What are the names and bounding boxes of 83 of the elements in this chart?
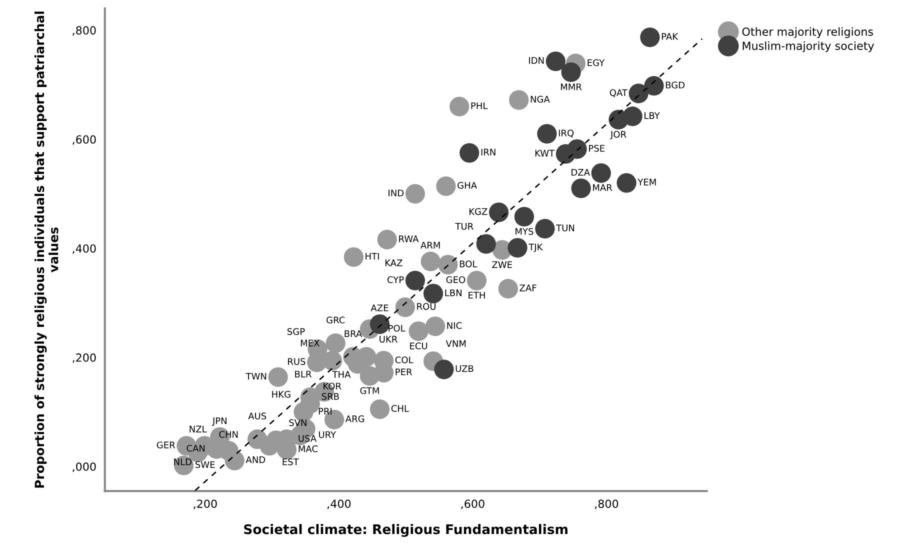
annotation: PHL xyxy=(471,102,488,110)
annotation: PAK xyxy=(662,33,678,40)
annotation: BOL xyxy=(460,260,478,268)
annotation: GER xyxy=(156,442,176,448)
annotation: EGY xyxy=(588,59,605,66)
annotation: SVN xyxy=(289,419,306,426)
annotation: SWE xyxy=(196,461,215,468)
annotation: YEM xyxy=(638,178,656,186)
annotation: MMR xyxy=(560,84,582,90)
annotation: NLD xyxy=(174,458,192,466)
annotation: GTM xyxy=(360,387,379,394)
annotation: ROU xyxy=(417,303,436,310)
x-tick-label: ,200 xyxy=(194,500,217,510)
x-tick-label: ,800 xyxy=(594,500,618,510)
annotation: UKR xyxy=(380,336,398,343)
y-tick-label: ,200 xyxy=(72,353,96,363)
annotation: THA xyxy=(332,371,351,378)
y-tick-label: ,000 xyxy=(72,462,96,472)
annotation: LBN xyxy=(445,290,462,296)
annotation: MAR xyxy=(593,184,612,191)
annotation: POL xyxy=(388,324,406,332)
annotation: ARG xyxy=(345,415,364,422)
annotation: UZB xyxy=(456,365,474,372)
annotation: TWN xyxy=(246,372,266,380)
annotation: ZWE xyxy=(492,261,512,268)
annotation: KGZ xyxy=(469,208,488,215)
x-axis-title: Societal climate: Religious Fundamentalism xyxy=(244,524,568,537)
annotation: QAT xyxy=(610,89,628,98)
annotation: PSE xyxy=(589,144,604,152)
x-tick-label: ,600 xyxy=(461,500,484,510)
annotation: NIC xyxy=(447,322,462,329)
annotation: HKG xyxy=(272,390,290,398)
annotation: MAC xyxy=(298,445,318,452)
annotation: NGA xyxy=(530,96,550,103)
y-tick-label: ,400 xyxy=(72,244,96,254)
y-tick-label: ,600 xyxy=(72,135,96,145)
annotation: HTI xyxy=(366,252,379,260)
legend-label: Other majority religions xyxy=(742,27,873,38)
annotation: KAZ xyxy=(385,260,402,266)
annotation: URY xyxy=(319,431,336,438)
annotation: ECU xyxy=(410,342,428,350)
annotation: MYS xyxy=(516,228,534,235)
annotation: IND xyxy=(388,190,404,196)
y-axis-title: Proportion of strongly religious individuals that support patriarchal values xyxy=(34,12,58,488)
annotation: CYP xyxy=(387,276,404,284)
annotation: GHA xyxy=(458,182,477,189)
annotation: BGD xyxy=(666,82,685,88)
annotation: KWT xyxy=(535,150,555,156)
annotation: CHL xyxy=(391,405,409,412)
legend-label: Muslim-majority society xyxy=(742,41,874,52)
annotation: RWA xyxy=(399,236,419,242)
annotation: ARM xyxy=(420,242,440,248)
annotation: TUR xyxy=(455,223,474,230)
annotation: GEO xyxy=(446,276,466,284)
annotation: SGP xyxy=(287,328,305,335)
annotation: EST xyxy=(282,458,299,466)
annotation: AUS xyxy=(248,412,266,420)
annotation: CAN xyxy=(186,444,205,452)
annotation: IRQ xyxy=(558,130,574,138)
annotation: AND xyxy=(246,456,266,463)
annotation: GRC xyxy=(326,316,345,324)
annotation: RUS xyxy=(288,358,306,365)
annotation: VNM xyxy=(446,340,466,347)
annotation: BLR xyxy=(295,370,312,378)
annotation: LBY xyxy=(644,112,660,119)
annotation: JPN xyxy=(212,417,226,426)
annotation: ZAF xyxy=(520,284,536,292)
annotation: IDN xyxy=(529,57,544,64)
annotation: TJK xyxy=(528,244,543,252)
annotation: BRA xyxy=(344,330,362,337)
annotation: DZA xyxy=(572,168,590,176)
annotation: AZE xyxy=(370,304,388,312)
annotation: NZL xyxy=(190,426,207,432)
annotation: TUN xyxy=(556,224,574,232)
annotation: IRN xyxy=(481,148,496,156)
annotation: COL xyxy=(395,356,414,364)
annotation: JOR xyxy=(610,130,626,140)
annotation: PRI xyxy=(318,408,332,414)
y-tick-label: ,800 xyxy=(72,26,96,36)
annotation: KOR xyxy=(324,382,342,390)
x-tick-label: ,400 xyxy=(327,500,351,510)
annotation: PER xyxy=(396,368,412,376)
annotation: ETH xyxy=(468,292,485,298)
